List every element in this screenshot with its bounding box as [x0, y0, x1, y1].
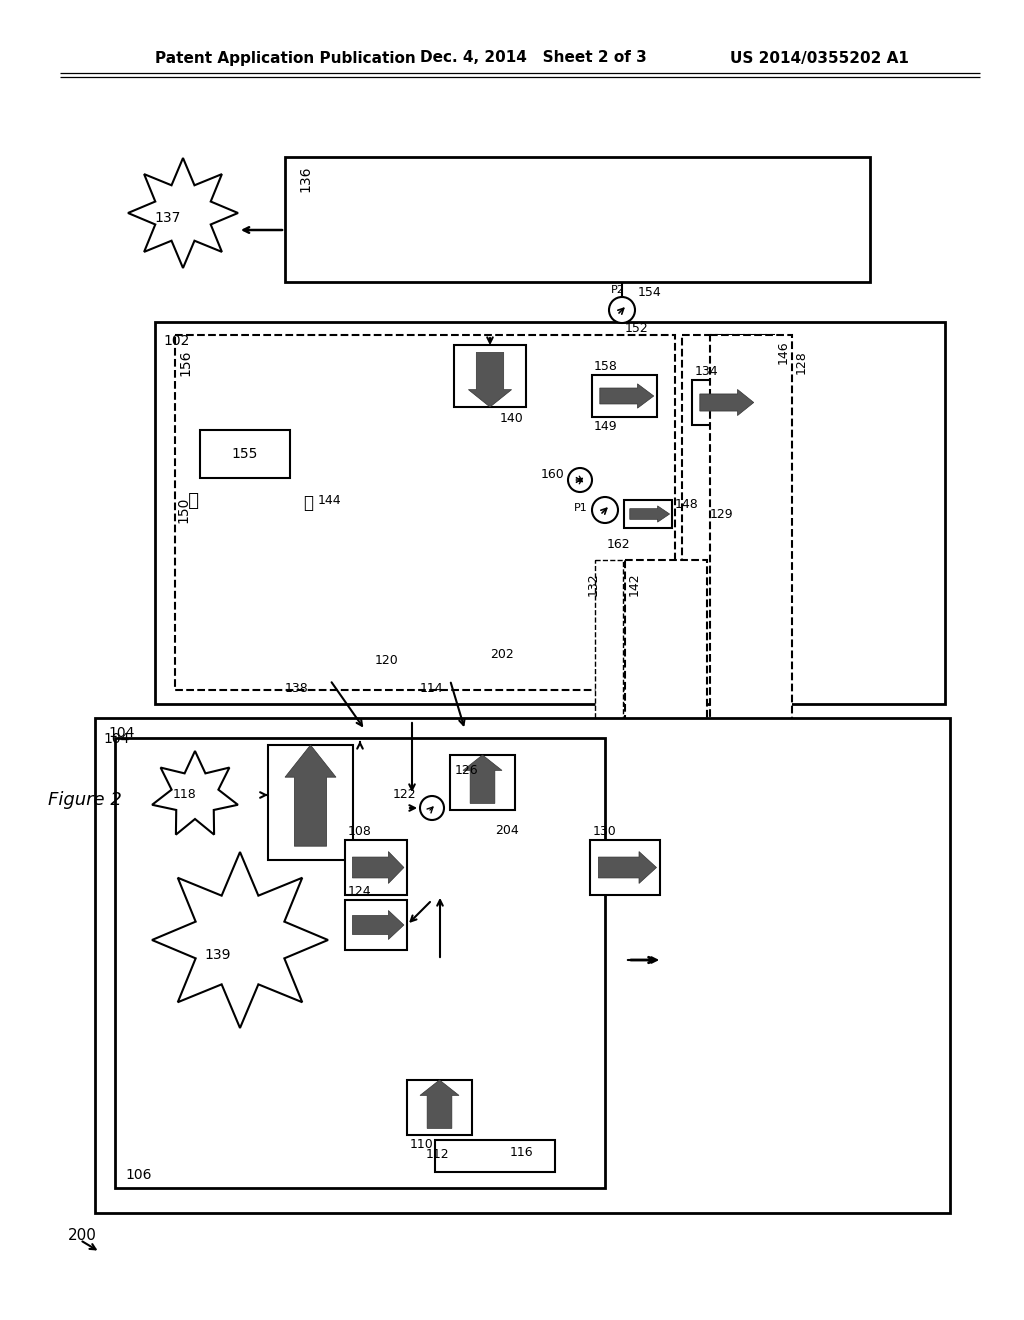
Text: Dec. 4, 2014   Sheet 2 of 3: Dec. 4, 2014 Sheet 2 of 3 — [420, 50, 647, 66]
Text: 137: 137 — [155, 211, 181, 224]
Text: 204: 204 — [495, 824, 519, 837]
Text: 142: 142 — [628, 572, 641, 595]
Text: 114: 114 — [420, 681, 443, 694]
Bar — [345, 840, 407, 895]
Text: 124: 124 — [348, 884, 372, 898]
Bar — [407, 1080, 472, 1135]
Bar — [268, 744, 353, 861]
Bar — [592, 375, 657, 417]
Bar — [435, 1140, 555, 1172]
Text: 156: 156 — [178, 350, 193, 376]
Text: 132: 132 — [587, 572, 600, 595]
Bar — [285, 157, 870, 282]
Circle shape — [568, 469, 592, 492]
Text: US 2014/0355202 A1: US 2014/0355202 A1 — [730, 50, 909, 66]
FancyArrow shape — [352, 851, 403, 883]
Text: 149: 149 — [594, 420, 617, 433]
Bar — [625, 560, 707, 990]
Bar — [692, 380, 757, 425]
Text: 150: 150 — [176, 496, 190, 523]
Text: 104: 104 — [108, 726, 134, 741]
Bar — [624, 500, 672, 528]
Bar — [200, 430, 290, 478]
Polygon shape — [128, 158, 238, 268]
Text: 144: 144 — [318, 494, 342, 507]
Text: 162: 162 — [607, 539, 631, 552]
Text: 116: 116 — [510, 1146, 534, 1159]
FancyArrow shape — [598, 851, 656, 883]
Bar — [595, 560, 623, 990]
Bar — [345, 900, 407, 950]
FancyArrow shape — [352, 911, 403, 940]
FancyArrow shape — [630, 506, 670, 523]
Bar — [155, 322, 945, 704]
FancyArrow shape — [600, 384, 653, 408]
Text: 118: 118 — [173, 788, 197, 801]
Text: 102: 102 — [163, 334, 189, 348]
Text: P2: P2 — [611, 285, 625, 294]
Text: ⎰: ⎰ — [187, 490, 199, 508]
Bar — [682, 335, 774, 585]
Bar — [454, 345, 526, 407]
Text: 104: 104 — [103, 733, 129, 746]
Text: 106: 106 — [125, 1168, 152, 1181]
Text: 120: 120 — [375, 653, 398, 667]
Text: 136: 136 — [298, 165, 312, 191]
Text: 154: 154 — [638, 285, 662, 298]
Text: 122: 122 — [392, 788, 416, 800]
Text: 140: 140 — [500, 412, 523, 425]
Text: P1: P1 — [574, 503, 588, 513]
FancyArrow shape — [420, 1080, 459, 1129]
Text: 110: 110 — [410, 1138, 434, 1151]
Circle shape — [420, 796, 444, 820]
Bar — [95, 718, 950, 1213]
Text: Figure 2: Figure 2 — [48, 791, 122, 809]
FancyArrow shape — [285, 744, 336, 846]
Text: 129: 129 — [710, 508, 733, 521]
Text: 146: 146 — [777, 341, 790, 363]
Text: 202: 202 — [490, 648, 514, 661]
Text: Patent Application Publication: Patent Application Publication — [155, 50, 416, 66]
Text: 112: 112 — [425, 1148, 449, 1162]
Bar — [590, 840, 660, 895]
Text: ⎰: ⎰ — [303, 494, 313, 512]
Text: 108: 108 — [348, 825, 372, 838]
Text: 130: 130 — [593, 825, 616, 838]
Text: 139: 139 — [205, 948, 231, 962]
Text: 128: 128 — [795, 350, 808, 374]
Text: 158: 158 — [594, 360, 617, 374]
Bar — [710, 335, 792, 985]
Bar — [115, 738, 605, 1188]
Text: 134: 134 — [695, 366, 719, 378]
FancyArrow shape — [699, 389, 754, 416]
Circle shape — [592, 498, 618, 523]
Text: 138: 138 — [285, 681, 309, 694]
Text: 126: 126 — [455, 763, 478, 776]
Text: 155: 155 — [231, 447, 258, 461]
Polygon shape — [153, 751, 238, 834]
Circle shape — [609, 297, 635, 323]
Text: 148: 148 — [675, 499, 698, 511]
Polygon shape — [152, 851, 328, 1028]
Text: 160: 160 — [541, 469, 564, 482]
Text: 200: 200 — [68, 1228, 97, 1242]
Bar — [175, 335, 675, 690]
Bar — [450, 755, 515, 810]
FancyArrow shape — [463, 755, 502, 804]
Text: 152: 152 — [625, 322, 649, 334]
FancyArrow shape — [468, 352, 512, 407]
